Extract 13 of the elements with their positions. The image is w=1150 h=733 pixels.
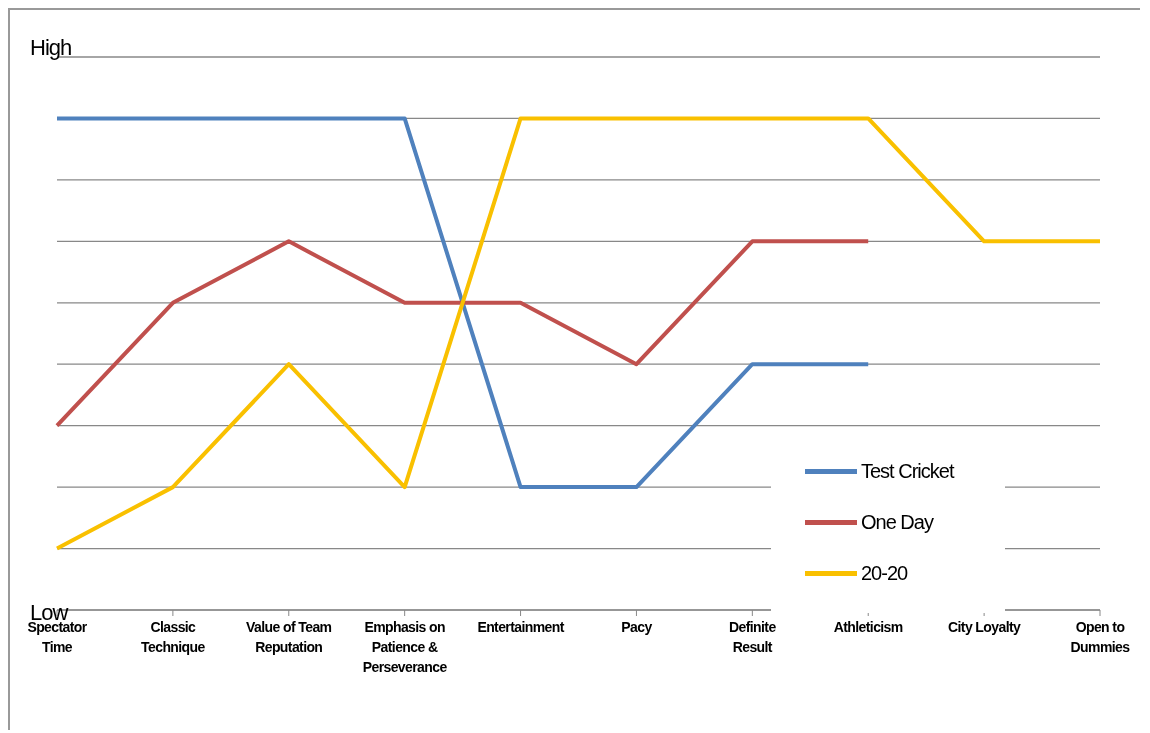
legend-label: 20-20 [861, 562, 908, 585]
x-tick-label: Classic Technique [141, 619, 206, 655]
x-tick-label: Athleticism [833, 619, 903, 635]
x-tick-label: Value of Team Reputation [246, 619, 332, 655]
legend-label: Test Cricket [861, 460, 954, 483]
x-tick-label: Definite Result [729, 619, 777, 655]
x-tick-label: City Loyalty [948, 619, 1021, 635]
x-tick-label: Pacy [621, 619, 653, 635]
x-tick-label: Open to Dummies [1070, 619, 1131, 655]
text: High [30, 35, 72, 61]
x-tick-label: Emphasis on Patience & Perseverance [362, 619, 448, 675]
x-tick-label: Entertainment [477, 619, 565, 635]
legend-label: One Day [861, 511, 933, 534]
